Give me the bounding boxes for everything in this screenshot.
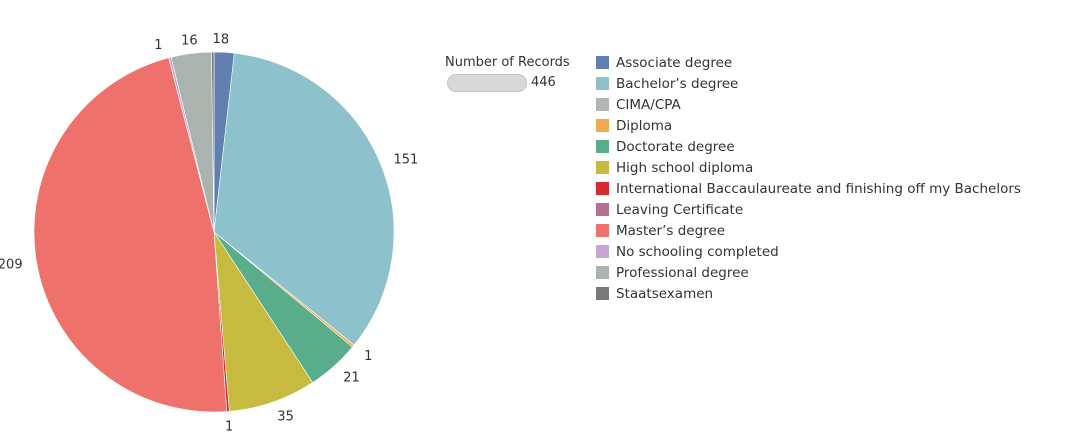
data-label-no-schooling-completed: 1 [154,38,162,53]
pie-slice-master-s-degree[interactable] [33,57,228,413]
color-legend: Associate degree Bachelor’s degree CIMA/CP… [596,52,1021,304]
legend-swatch [596,245,609,258]
legend-label: Doctorate degree [616,138,735,155]
legend-item-leaving-certificate[interactable]: Leaving Certificate [596,199,1021,220]
data-label-doctorate-degree: 21 [343,371,360,386]
size-legend-title: Number of Records [445,55,570,70]
legend-label: Diploma [616,117,673,134]
legend-swatch [596,98,609,111]
legend-item-doctorate-degree[interactable]: Doctorate degree [596,136,1021,157]
legend-swatch [596,224,609,237]
legend-label: CIMA/CPA [616,96,681,113]
data-label-bachelor-s-degree: 151 [394,152,419,167]
legend-swatch [596,140,609,153]
legend-label: High school diploma [616,159,754,176]
legend-item-high-school-diploma[interactable]: High school diploma [596,157,1021,178]
legend-swatch [596,119,609,132]
pie-slice-bachelor-s-degree[interactable] [213,52,395,346]
data-label-master-s-degree: 209 [0,257,23,272]
data-label-international-baccaulaureate-and-finishing-off-my-bachelors: 1 [225,419,233,434]
legend-label: Associate degree [616,54,733,71]
data-label-staatsexamen: 1 [212,32,220,47]
pie-slice-staatsexamen[interactable] [211,51,215,233]
legend-label: Staatsexamen [616,285,714,302]
legend-item-diploma[interactable]: Diploma [596,115,1021,136]
legend-swatch [596,266,609,279]
legend-item-master-s-degree[interactable]: Master’s degree [596,220,1021,241]
legend-label: Master’s degree [616,222,726,239]
legend-swatch [596,203,609,216]
legend-swatch [596,56,609,69]
legend-item-staatsexamen[interactable]: Staatsexamen [596,283,1021,304]
legend-item-associate-degree[interactable]: Associate degree [596,52,1021,73]
legend-label: International Baccaulaureate and finishi… [616,180,1021,197]
legend-swatch [596,287,609,300]
legend-label: Leaving Certificate [616,201,744,218]
legend-label: No schooling completed [616,243,779,260]
data-label-professional-degree: 16 [181,34,198,49]
legend-swatch [596,182,609,195]
pie-slices [33,51,395,413]
legend-item-bachelor-s-degree[interactable]: Bachelor’s degree [596,73,1021,94]
size-legend-value: 446 [531,75,556,90]
size-legend-bar [447,74,527,92]
legend-item-international-baccaulaureate-and-finishing-off-my-bachelors[interactable]: International Baccaulaureate and finishi… [596,178,1021,199]
data-label-associate-degree: 8 [221,32,229,47]
legend-swatch [596,161,609,174]
pie-data-labels: 8 151 1 21 35 1 209 1 16 1 [0,32,418,434]
data-label-high-school-diploma: 35 [277,409,294,424]
legend-item-no-schooling-completed[interactable]: No schooling completed [596,241,1021,262]
legend-swatch [596,77,609,90]
legend-label: Bachelor’s degree [616,75,739,92]
legend-label: Professional degree [616,264,749,281]
legend-item-professional-degree[interactable]: Professional degree [596,262,1021,283]
legend-item-cima-cpa[interactable]: CIMA/CPA [596,94,1021,115]
data-label-diploma: 1 [364,349,372,364]
